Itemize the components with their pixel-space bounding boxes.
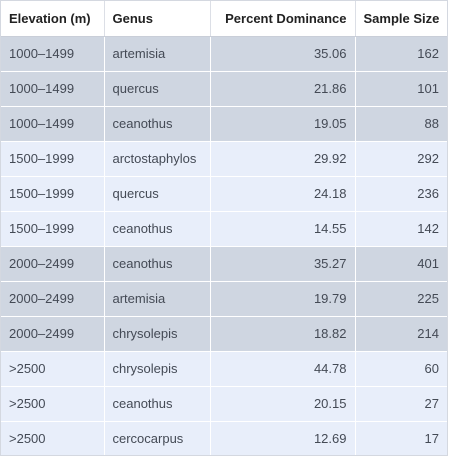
cell-percent-dominance: 19.05 [210, 106, 356, 142]
cell-sample-size: 225 [355, 281, 447, 317]
cell-percent-dominance: 19.79 [210, 281, 356, 317]
cell-percent-dominance: 35.27 [210, 246, 356, 282]
cell-sample-size: 214 [355, 316, 447, 352]
table-row: 2000–2499 ceanothus 35.27 401 [1, 246, 447, 282]
cell-genus: artemisia [104, 36, 211, 72]
table-row: 1500–1999 arctostaphylos 29.92 292 [1, 141, 447, 177]
cell-elevation: 1000–1499 [1, 71, 105, 107]
cell-sample-size: 101 [355, 71, 447, 107]
cell-genus: quercus [104, 71, 211, 107]
cell-sample-size: 292 [355, 141, 447, 177]
cell-sample-size: 88 [355, 106, 447, 142]
cell-elevation: 1000–1499 [1, 36, 105, 72]
cell-percent-dominance: 14.55 [210, 211, 356, 247]
table-row: 1000–1499 artemisia 35.06 162 [1, 36, 447, 72]
cell-genus: quercus [104, 176, 211, 212]
cell-percent-dominance: 44.78 [210, 351, 356, 387]
cell-percent-dominance: 29.92 [210, 141, 356, 177]
cell-genus: artemisia [104, 281, 211, 317]
cell-genus: ceanothus [104, 211, 211, 247]
table-row: >2500 chrysolepis 44.78 60 [1, 351, 447, 387]
column-header-elevation[interactable]: Elevation (m) [1, 1, 105, 37]
cell-percent-dominance: 24.18 [210, 176, 356, 212]
cell-genus: chrysolepis [104, 351, 211, 387]
column-header-sample-size[interactable]: Sample Size [355, 1, 447, 37]
column-header-percent-dominance[interactable]: Percent Dominance [210, 1, 356, 37]
cell-elevation: 1500–1999 [1, 176, 105, 212]
cell-sample-size: 401 [355, 246, 447, 282]
cell-elevation: 2000–2499 [1, 281, 105, 317]
cell-elevation: 1500–1999 [1, 211, 105, 247]
table-header-row: Elevation (m) Genus Percent Dominance Sa… [1, 1, 447, 37]
cell-elevation: >2500 [1, 351, 105, 387]
table-row: 1500–1999 quercus 24.18 236 [1, 176, 447, 212]
cell-elevation: 1000–1499 [1, 106, 105, 142]
cell-genus: arctostaphylos [104, 141, 211, 177]
cell-percent-dominance: 12.69 [210, 421, 356, 455]
column-header-genus[interactable]: Genus [104, 1, 211, 37]
cell-elevation: >2500 [1, 386, 105, 422]
cell-elevation: 2000–2499 [1, 316, 105, 352]
table-row: >2500 ceanothus 20.15 27 [1, 386, 447, 422]
table-row: 1000–1499 quercus 21.86 101 [1, 71, 447, 107]
cell-percent-dominance: 18.82 [210, 316, 356, 352]
table-body: 1000–1499 artemisia 35.06 162 1000–1499 querc… [1, 36, 447, 455]
cell-percent-dominance: 35.06 [210, 36, 356, 72]
cell-sample-size: 236 [355, 176, 447, 212]
cell-sample-size: 162 [355, 36, 447, 72]
cell-sample-size: 142 [355, 211, 447, 247]
cell-sample-size: 60 [355, 351, 447, 387]
cell-sample-size: 17 [355, 421, 447, 455]
table-row: >2500 cercocarpus 12.69 17 [1, 421, 447, 455]
table-row: 1500–1999 ceanothus 14.55 142 [1, 211, 447, 247]
cell-sample-size: 27 [355, 386, 447, 422]
table-row: 1000–1499 ceanothus 19.05 88 [1, 106, 447, 142]
table-row: 2000–2499 chrysolepis 18.82 214 [1, 316, 447, 352]
cell-percent-dominance: 20.15 [210, 386, 356, 422]
cell-genus: ceanothus [104, 246, 211, 282]
cell-elevation: 2000–2499 [1, 246, 105, 282]
cell-genus: chrysolepis [104, 316, 211, 352]
cell-genus: ceanothus [104, 386, 211, 422]
table-row: 2000–2499 artemisia 19.79 225 [1, 281, 447, 317]
cell-elevation: >2500 [1, 421, 105, 455]
cell-genus: ceanothus [104, 106, 211, 142]
cell-elevation: 1500–1999 [1, 141, 105, 177]
cell-percent-dominance: 21.86 [210, 71, 356, 107]
cell-genus: cercocarpus [104, 421, 211, 455]
